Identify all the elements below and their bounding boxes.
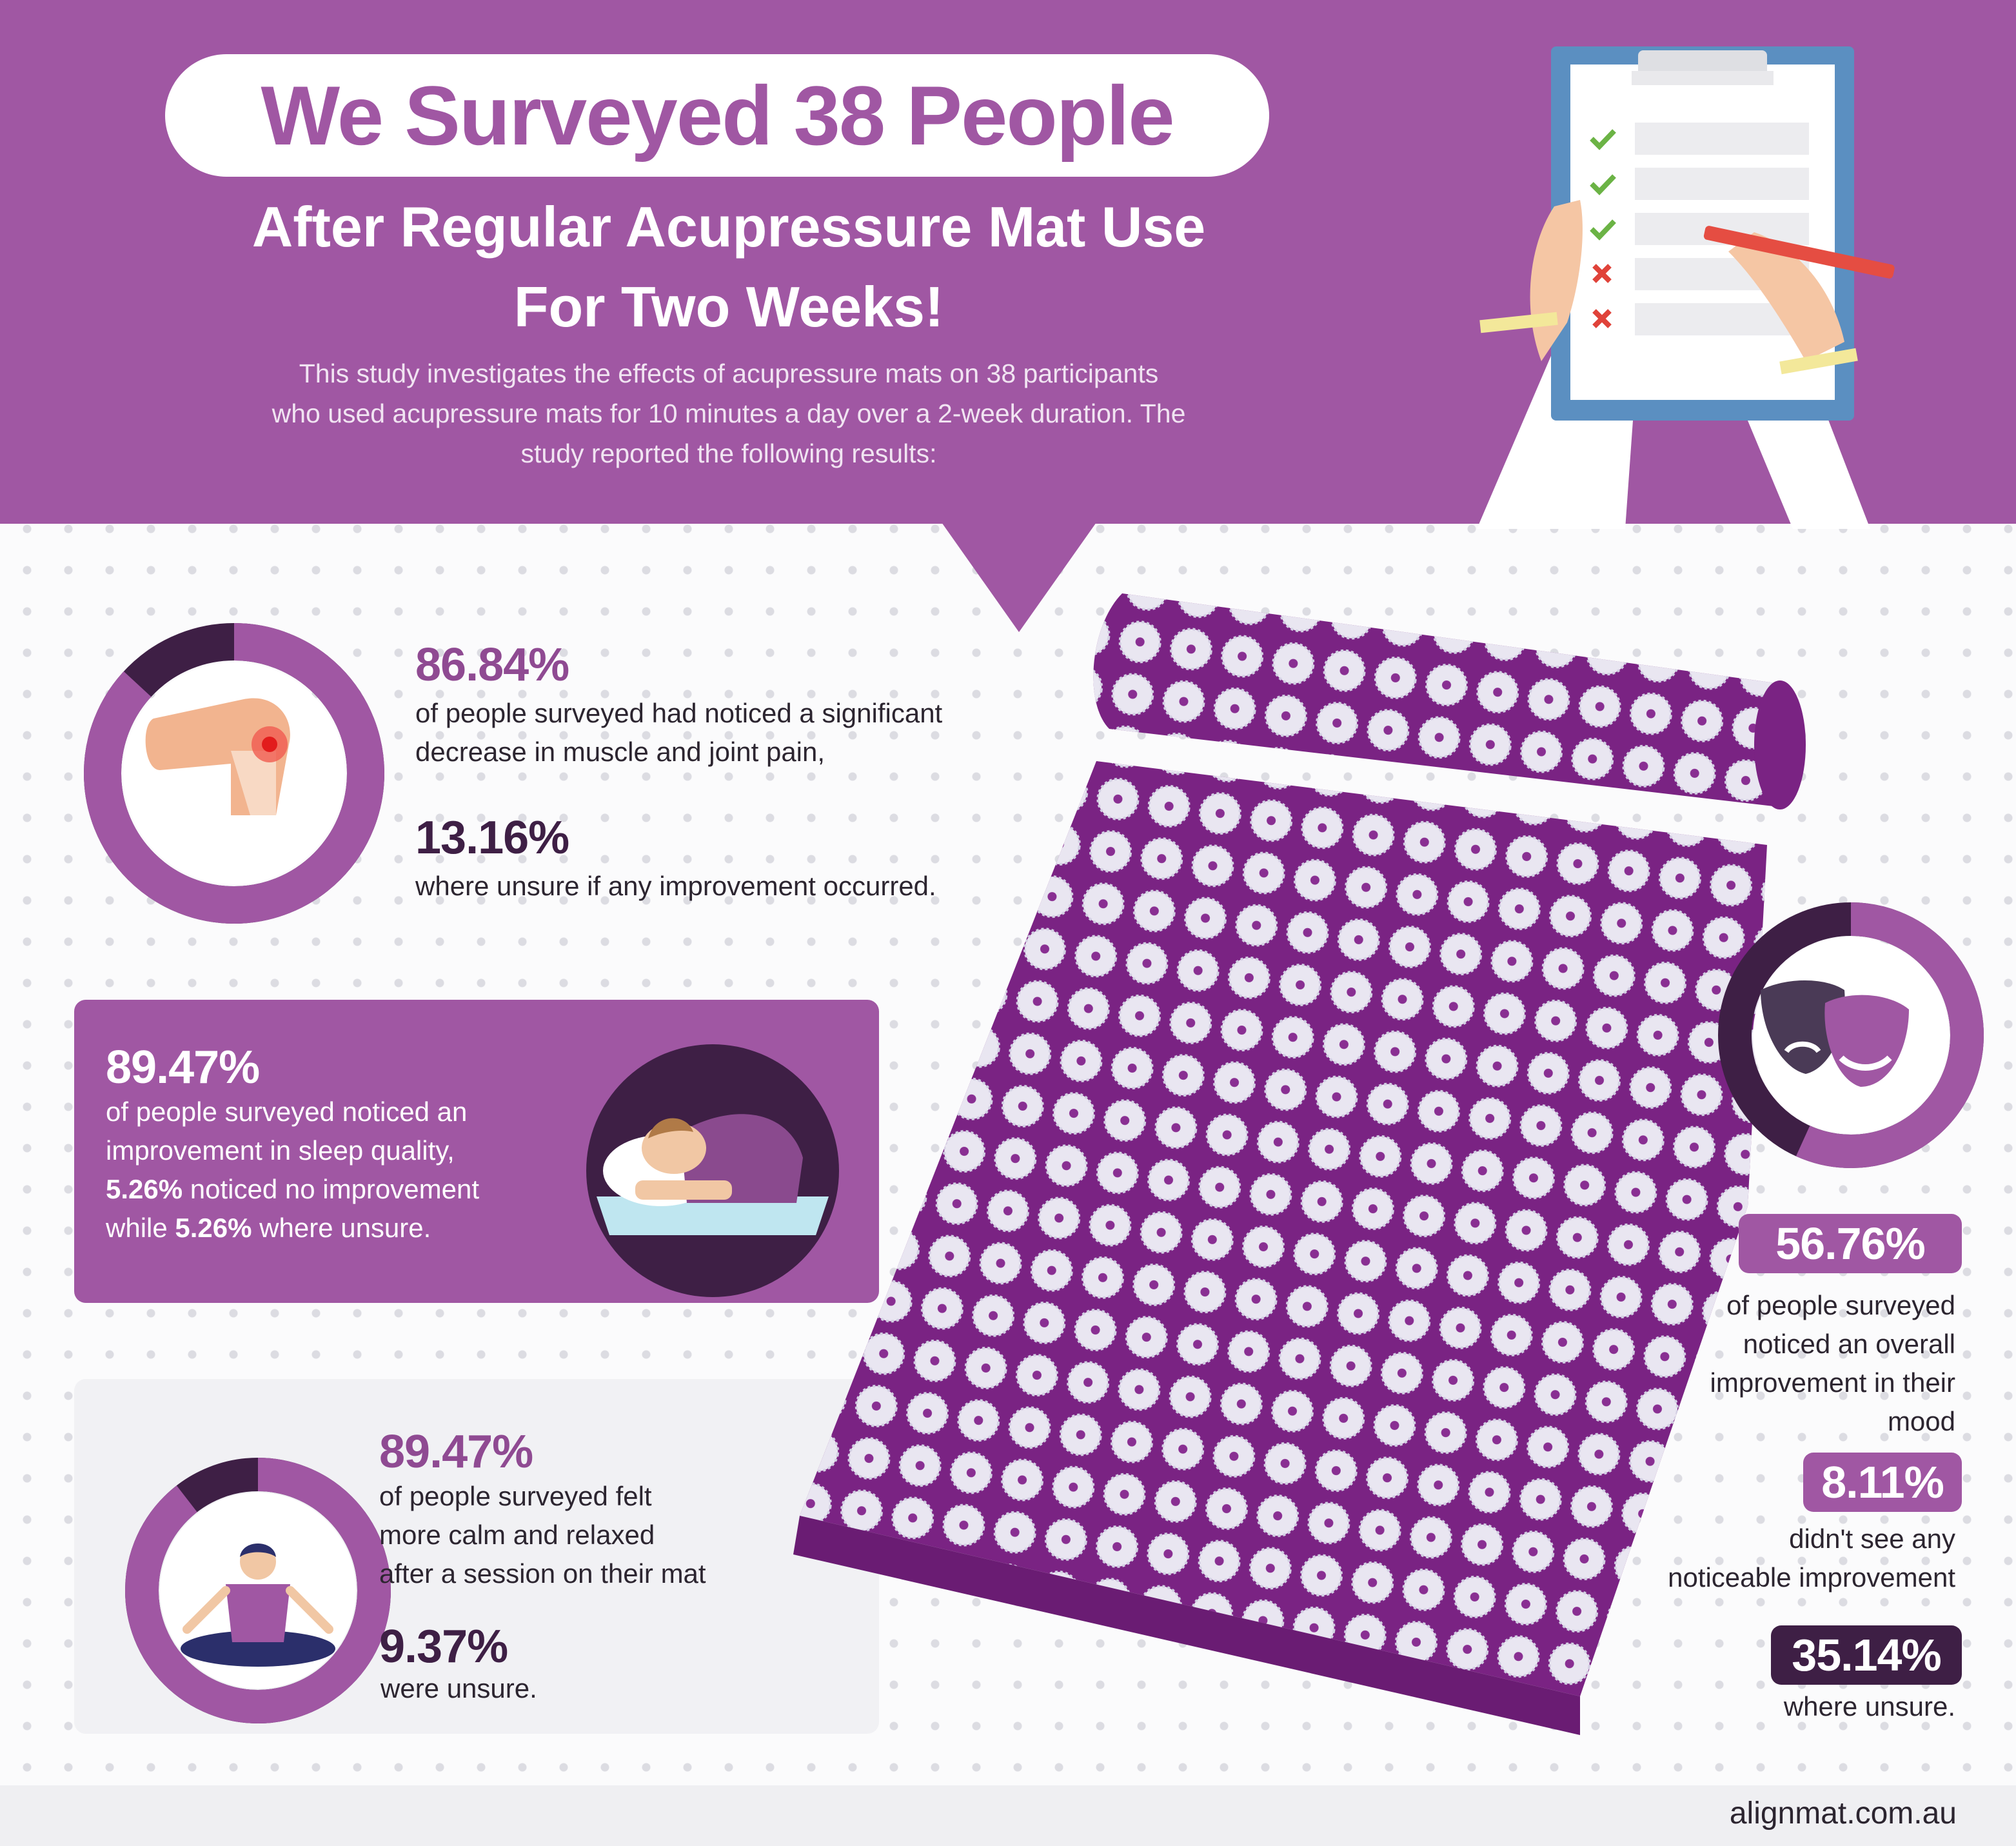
intro-line-2: who used acupressure mats for 10 minutes… bbox=[272, 399, 1186, 428]
sleep-text: of people surveyed noticed an improvemen… bbox=[106, 1093, 479, 1247]
pain-text-line-1: of people surveyed had noticed a signifi… bbox=[415, 698, 943, 728]
calm-text: of people surveyed felt more calm and re… bbox=[379, 1477, 706, 1593]
pain-unsure-stat: 13.16% bbox=[415, 812, 569, 864]
mood-no-improvement-line-1: didn't see any bbox=[1789, 1523, 1955, 1554]
acupressure-mat-image bbox=[793, 593, 1806, 1735]
calm-stat: 89.47% bbox=[379, 1426, 533, 1478]
sleep-text-line-4: while 5.26% where unsure. bbox=[106, 1209, 479, 1247]
subtitle-line-1: After Regular Acupressure Mat Use bbox=[252, 195, 1206, 259]
website-link[interactable]: alignmat.com.au bbox=[1729, 1796, 1957, 1831]
header-pointer bbox=[942, 522, 1096, 632]
pain-donut-chart bbox=[84, 623, 384, 924]
sleep-icon bbox=[586, 1044, 839, 1297]
intro-line-1: This study investigates the effects of a… bbox=[299, 359, 1159, 388]
sleep-text-line-1: of people surveyed noticed an bbox=[106, 1097, 468, 1127]
sleep-text-line-2: improvement in sleep quality, bbox=[106, 1135, 455, 1166]
mood-unsure-badge: 35.14% bbox=[1771, 1625, 1962, 1685]
knee-icon bbox=[145, 698, 290, 815]
footer: alignmat.com.au bbox=[0, 1785, 2016, 1846]
intro-line-3: study reported the following results: bbox=[520, 439, 937, 468]
pain-text-line-2: decrease in muscle and joint pain, bbox=[415, 737, 825, 767]
mood-no-improvement-badge: 8.11% bbox=[1803, 1453, 1962, 1512]
cross-icon bbox=[1592, 264, 1612, 328]
pain-improved-text: of people surveyed had noticed a signifi… bbox=[415, 694, 942, 771]
mood-text-line-4: mood bbox=[1887, 1406, 1955, 1436]
mood-donut-chart bbox=[1718, 902, 1984, 1168]
mood-text-line-1: of people surveyed bbox=[1726, 1290, 1955, 1320]
title-pill: We Surveyed 38 People bbox=[165, 54, 1269, 177]
calm-text-line-2: more calm and relaxed bbox=[379, 1520, 655, 1550]
calm-donut-chart bbox=[125, 1458, 391, 1723]
mood-improved-text: of people surveyed noticed an overall im… bbox=[1504, 1286, 1955, 1441]
calm-unsure-text: were unsure. bbox=[380, 1673, 537, 1703]
calm-text-line-3: after a session on their mat bbox=[379, 1558, 706, 1589]
check-icon bbox=[1590, 129, 1616, 241]
subtitle-line-2: For Two Weeks! bbox=[513, 275, 944, 339]
mood-no-improvement-text: didn't see any noticeable improvement bbox=[1504, 1520, 1955, 1597]
sleep-unsure-stat: 5.26% bbox=[175, 1213, 252, 1243]
theater-masks-icon bbox=[1761, 980, 1909, 1087]
mood-text-line-3: improvement in their bbox=[1710, 1367, 1955, 1398]
calm-text-line-1: of people surveyed felt bbox=[379, 1481, 652, 1511]
sleep-text-line-4-start: while bbox=[106, 1213, 175, 1243]
mood-text-line-2: noticed an overall bbox=[1743, 1329, 1955, 1359]
sleep-stat: 89.47% bbox=[106, 1042, 260, 1093]
page-title: We Surveyed 38 People bbox=[261, 68, 1174, 163]
sleep-text-line-3: 5.26% noticed no improvement bbox=[106, 1170, 479, 1209]
meditation-icon bbox=[181, 1543, 335, 1667]
intro-text: This study investigates the effects of a… bbox=[161, 353, 1296, 473]
clipboard-illustration bbox=[1477, 46, 1895, 529]
pain-improved-stat: 86.84% bbox=[415, 639, 569, 691]
sleep-no-improvement-stat: 5.26% bbox=[106, 1174, 183, 1204]
sleep-text-line-4-rest: where unsure. bbox=[252, 1213, 431, 1243]
mood-unsure-text: where unsure. bbox=[1783, 1691, 1955, 1722]
calm-unsure-stat: 9.37% bbox=[379, 1621, 508, 1672]
sleep-text-line-3-rest: noticed no improvement bbox=[183, 1174, 480, 1204]
mood-no-improvement-line-2: noticeable improvement bbox=[1668, 1562, 1955, 1593]
mood-improved-badge: 56.76% bbox=[1739, 1214, 1962, 1273]
page-subtitle: After Regular Acupressure Mat Use For Tw… bbox=[129, 187, 1329, 347]
pain-unsure-text: where unsure if any improvement occurred… bbox=[415, 871, 936, 901]
